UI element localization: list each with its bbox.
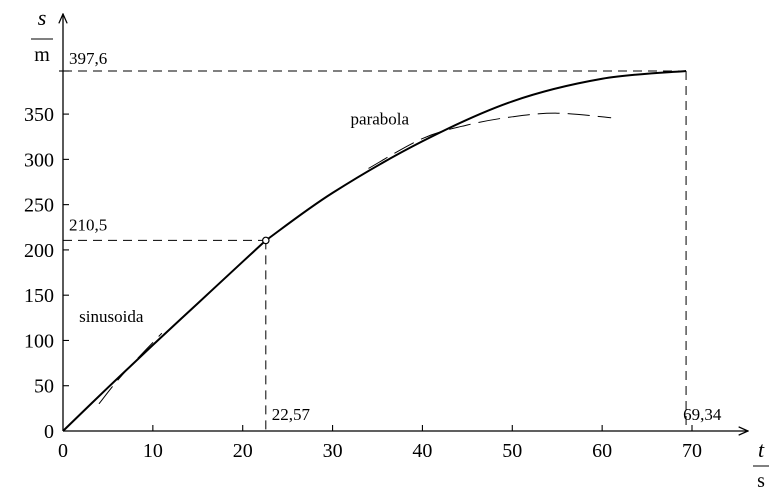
junction-point-marker [262,236,270,245]
y-axis-label-unit: m [34,44,50,66]
y-tick-label: 350 [24,104,54,126]
curve-label-parabola: parabola [351,110,410,129]
annotation-junction-distance: 210,5 [69,215,107,234]
curve-label-sinusoida: sinusoida [79,307,144,326]
y-tick-label: 300 [24,149,54,171]
x-axis-ticks: 0 10 20 30 40 50 60 70 [58,425,702,462]
y-tick-label: 200 [24,240,54,262]
y-tick-label: 0 [44,421,54,443]
x-tick-label: 20 [233,440,253,462]
y-axis-ticks: 0 50 100 150 200 250 300 350 [24,70,69,443]
x-axis-label-symbol: t [758,437,765,462]
guide-lines [63,70,687,431]
annotation-junction-time: 22,57 [272,405,311,424]
annotation-max-distance: 397,6 [69,49,107,68]
y-tick-label: 50 [34,376,54,398]
x-tick-label: 40 [412,440,432,462]
curve-sinusoida [62,239,267,432]
annotation-end-time: 69,34 [683,405,722,424]
x-tick-label: 0 [58,440,68,462]
x-tick-label: 10 [143,440,163,462]
curves [62,70,687,432]
x-tick-label: 60 [592,440,612,462]
curve-parabola [265,70,687,242]
curve-sinusoida-extension-dashed [98,332,163,405]
y-axis-label: s m [31,5,53,66]
y-tick-label: 100 [24,330,54,352]
y-tick-label: 250 [24,195,54,217]
curve-parabola-extension-dashed [368,112,612,169]
x-axis-label: t s [753,437,769,492]
y-axis-label-symbol: s [38,5,47,30]
x-tick-label: 70 [682,440,702,462]
x-tick-label: 30 [323,440,343,462]
x-axis-label-unit: s [757,470,765,492]
x-tick-label: 50 [502,440,522,462]
y-tick-label: 150 [24,285,54,307]
